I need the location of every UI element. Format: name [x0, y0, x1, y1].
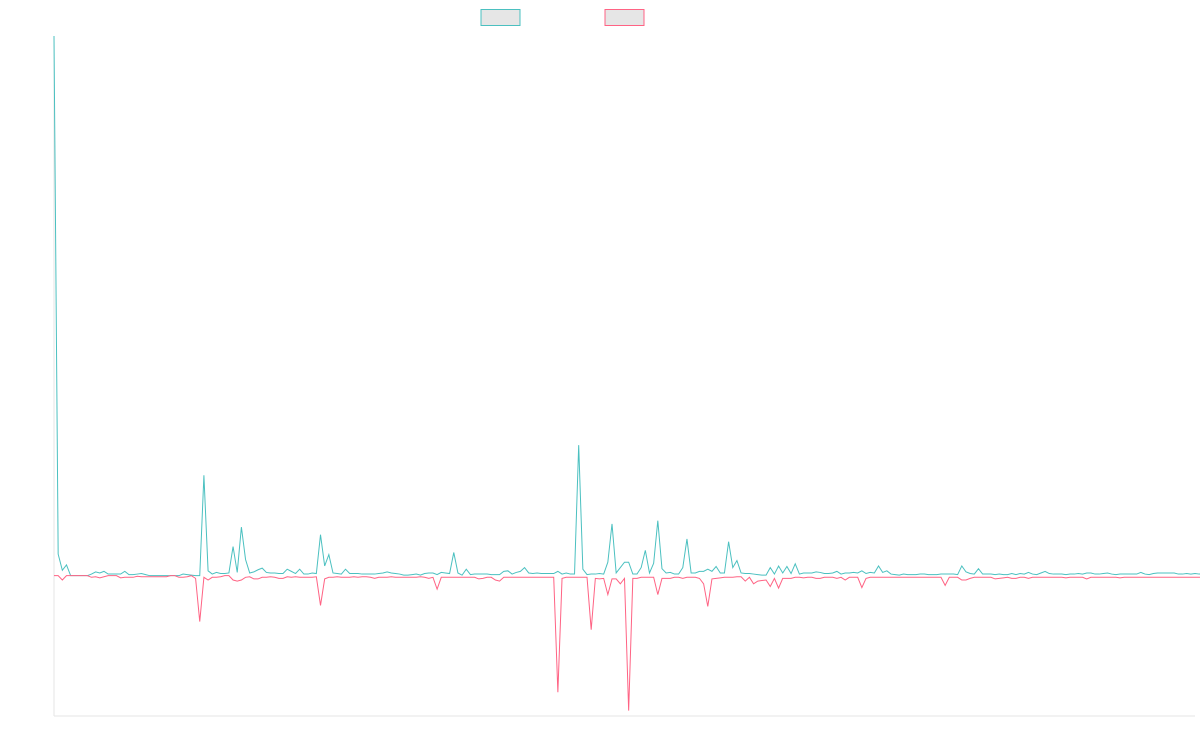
series-line-2: [54, 575, 1200, 711]
legend-swatch-2[interactable]: [604, 9, 645, 26]
series-layer: [53, 35, 1200, 711]
series-line-1: [53, 35, 1200, 577]
legend: [480, 9, 645, 26]
axes: [53, 36, 1195, 717]
legend-swatch-1[interactable]: [480, 9, 521, 26]
